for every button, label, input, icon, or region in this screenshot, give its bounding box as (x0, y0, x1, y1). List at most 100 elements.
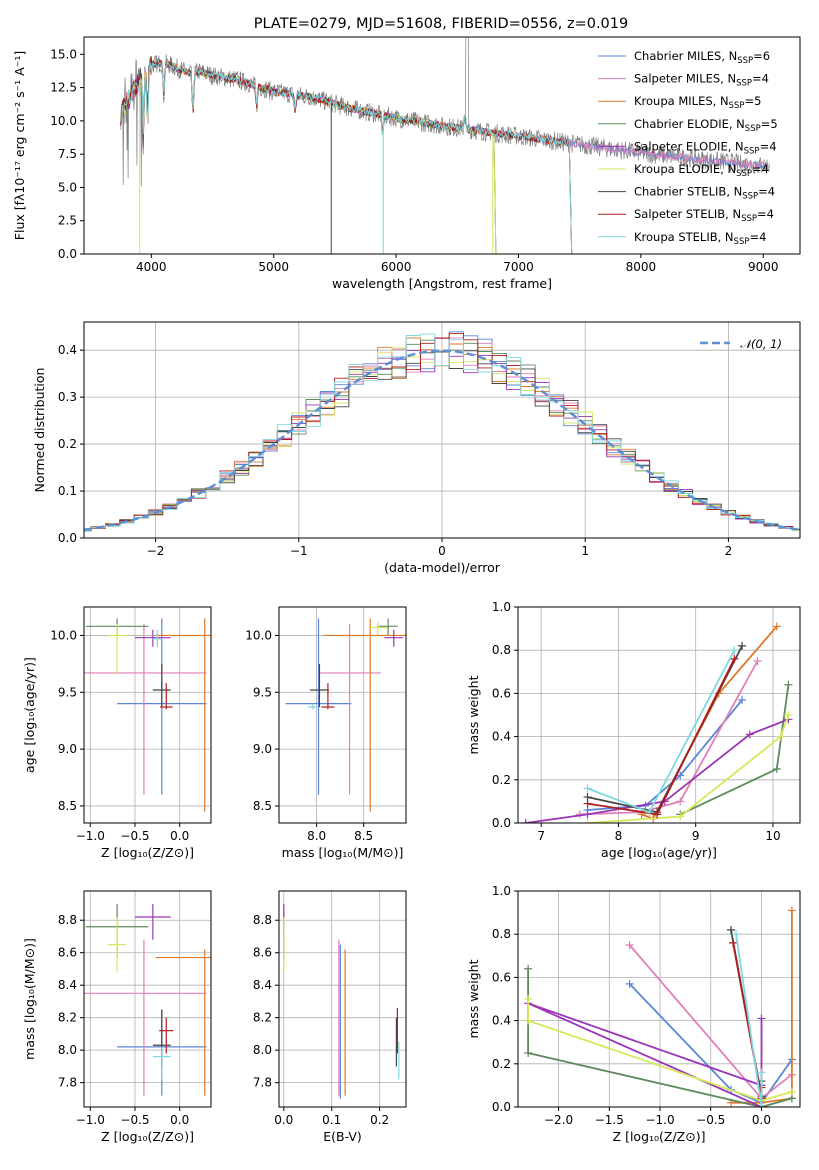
legend-entry-name: Kroupa ELODIE, N (634, 162, 736, 176)
y-tick-label: 8.6 (58, 946, 77, 960)
weight-point-marker (757, 1103, 766, 1107)
y-tick-label: 0.8 (492, 927, 511, 941)
legend-entry-sub: SSP (736, 79, 752, 89)
weight-point-marker (524, 1049, 533, 1057)
model-series-line (120, 59, 573, 254)
errorbar-points (84, 903, 211, 1096)
y-tick-label: 0.4 (492, 1014, 511, 1028)
x-tick-label: 7000 (503, 260, 534, 274)
data-point (321, 683, 335, 710)
legend-entry-suffix: =4 (749, 230, 766, 244)
weight-point-marker (676, 812, 685, 821)
data-point (378, 618, 398, 636)
legend-entry-suffix: =4 (758, 185, 775, 199)
histogram-series (84, 333, 800, 532)
plot-frame (278, 606, 407, 824)
weight-series (521, 622, 793, 823)
frame-spectrum: 4000 5000 6000 7000 8000 9000 0.0 2.5 5.0 7.5 10.0… (12, 36, 801, 291)
weight-series-line (587, 714, 790, 823)
weight-point-marker (625, 979, 634, 988)
legend-entry: Salpeter STELIB, NSSP=4 (634, 207, 774, 224)
y-tick-label: 10.0 (245, 628, 272, 642)
model-series-line (120, 59, 497, 254)
y-axis-label: Normed distribution (32, 368, 47, 493)
y-tick-label: 10.0 (50, 628, 77, 642)
weight-point-marker (757, 1068, 766, 1077)
weight-point-marker (772, 622, 781, 631)
y-tick-label: 9.5 (58, 685, 77, 699)
x-axis-label: age [log₁₀(age/yr)] (601, 845, 717, 860)
x-axis-label: wavelength [Angstrom, rest frame] (332, 276, 552, 291)
weight-point-marker (676, 771, 685, 780)
data-point (152, 629, 162, 647)
x-tick-label: −1.0 (76, 829, 105, 843)
x-axis-label: (data-model)/error (384, 560, 501, 575)
x-tick-label: 8.5 (354, 829, 373, 843)
weight-point-marker (753, 657, 762, 665)
weight-series (524, 906, 796, 1107)
x-tick-label: 6000 (381, 260, 412, 274)
errorbar-points (84, 618, 211, 812)
weight-point-marker (583, 784, 592, 793)
data-point (310, 663, 329, 708)
data-point (108, 624, 127, 676)
model-series-line (120, 59, 497, 254)
x-tick-label: 1 (581, 544, 589, 558)
model-series-line (120, 57, 573, 254)
weight-point-marker (727, 925, 736, 934)
model-series-line (120, 58, 573, 254)
legend-entry: Kroupa ELODIE, NSSP=4 (634, 162, 769, 179)
legend-entry: Chabrier ELODIE, NSSP=5 (634, 117, 778, 134)
weight-point-marker (732, 930, 741, 939)
data-point (285, 618, 352, 795)
y-axis-label: Flux [fλ10⁻¹⁷ erg cm⁻² s⁻¹ A⁻¹] (12, 51, 27, 240)
y-tick-label: 8.4 (253, 978, 272, 992)
model-series-line (120, 60, 497, 254)
y-tick-label: 8.8 (253, 913, 272, 927)
y-tick-label: 8.0 (253, 1043, 272, 1057)
y-tick-label: 0.2 (58, 437, 77, 451)
spectrum-lines (120, 37, 770, 254)
legend-entry-name: Kroupa STELIB, N (634, 230, 734, 244)
weight-point-marker (524, 1016, 533, 1025)
y-tick-label: 5.0 (58, 180, 77, 194)
chart-title: PLATE=0279, MJD=51608, FIBERID=0556, z=0… (254, 16, 628, 32)
x-axis-label: E(B-V) (323, 1129, 362, 1144)
y-tick-label: 8.8 (58, 913, 77, 927)
y-tick-label: 0.6 (492, 970, 511, 984)
y-tick-label: 0.0 (58, 247, 77, 261)
data-point (368, 621, 388, 636)
plot-frame (83, 890, 212, 1108)
y-tick-label: 0.8 (492, 643, 511, 657)
x-axis-label: Z [log₁₀(Z/Z⊙)] (613, 1129, 706, 1144)
x-tick-label: 5000 (258, 260, 289, 274)
data-point (155, 618, 211, 812)
frame-age-vs-Z: −1.0 −0.5 0.0 8.5 9.0 9.5 10.0 Z [log₁₀(Z/Z⊙)] a… (22, 606, 212, 860)
y-tick-label: 15.0 (50, 47, 77, 61)
x-tick-label: 0.1 (322, 1113, 341, 1127)
x-axis-label: Z [log₁₀(Z/Z⊙)] (101, 1129, 194, 1144)
y-axis-label: age [log₁₀(age/yr)] (22, 657, 37, 773)
weight-point-marker (787, 906, 796, 915)
x-tick-label: 8000 (626, 260, 657, 274)
legend-entry: Salpeter MILES, NSSP=4 (634, 72, 769, 89)
frame-residuals: −2 −1 0 1 2 0.0 0.1 0.2 0.3 0.4 (data-model)/error… (32, 321, 801, 575)
y-tick-label: 7.8 (58, 1076, 77, 1090)
legend-entry-suffix: =5 (744, 94, 761, 108)
x-tick-label: 0.0 (752, 1113, 771, 1127)
x-tick-label: 0.2 (370, 1113, 389, 1127)
y-axis-label: mass weight (466, 959, 481, 1038)
weight-point-marker (583, 819, 592, 823)
y-tick-label: 8.0 (58, 1043, 77, 1057)
data-point (155, 949, 211, 1096)
model-series-line (120, 56, 573, 254)
data-point (134, 903, 171, 940)
frame-age-vs-mass: 8.0 8.5 8.5 9.0 9.5 10.0 mass [log₁₀(M/M⊙)] (245, 606, 407, 860)
axes-age-vs-mass (279, 607, 406, 823)
legend-entry-suffix: =4 (752, 162, 769, 176)
weight-point-marker (583, 810, 592, 819)
x-tick-label: 8.0 (307, 829, 326, 843)
data-point (152, 1046, 171, 1080)
weight-point-marker (524, 964, 533, 973)
weight-point-marker (729, 938, 738, 947)
